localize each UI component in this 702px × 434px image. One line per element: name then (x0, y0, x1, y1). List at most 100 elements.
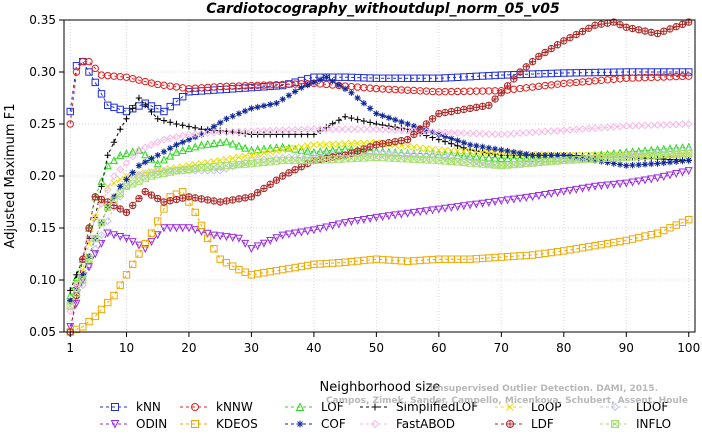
data-point (535, 52, 543, 61)
data-point (441, 128, 450, 137)
data-point (454, 147, 462, 155)
data-point (247, 245, 256, 254)
data-point (222, 161, 231, 170)
data-point (422, 120, 431, 128)
data-point (197, 163, 206, 172)
data-point (66, 120, 74, 128)
data-point (334, 220, 343, 229)
data-point (253, 242, 262, 251)
data-point (373, 110, 380, 117)
data-point (329, 77, 336, 85)
data-point (254, 150, 262, 158)
y-tick-label: 0.35 (29, 13, 56, 27)
legend-label: KDEOS (216, 417, 258, 431)
data-point (498, 146, 505, 154)
data-point (179, 187, 187, 196)
data-point (85, 255, 93, 263)
data-point (247, 151, 255, 159)
data-point (260, 126, 268, 135)
series-line-loop (69, 142, 689, 301)
data-point (391, 211, 400, 220)
data-point (123, 115, 130, 122)
data-point (391, 126, 400, 135)
data-point (347, 218, 356, 227)
data-point (203, 234, 212, 243)
data-point (147, 172, 156, 180)
data-point (566, 125, 574, 134)
data-point (641, 176, 650, 185)
data-point (247, 159, 256, 168)
watermark-line-2: Campos, Zimek, Sander, Campello, Micenko… (326, 396, 688, 406)
data-point (685, 157, 692, 164)
data-point (660, 27, 668, 35)
data-point (123, 176, 130, 183)
data-point (422, 144, 430, 153)
data-point (229, 113, 236, 120)
data-point (154, 194, 162, 203)
data-point (91, 64, 99, 73)
data-point (97, 219, 106, 227)
data-point (422, 127, 431, 136)
data-point (203, 163, 212, 171)
data-point (304, 142, 312, 150)
data-point (547, 127, 556, 135)
data-point (428, 151, 437, 159)
data-point (398, 118, 405, 126)
data-point (429, 145, 437, 153)
data-point (85, 235, 93, 242)
data-point (453, 106, 462, 115)
data-point (104, 203, 112, 211)
data-point (659, 120, 668, 129)
data-point (541, 158, 549, 166)
data-point (185, 193, 193, 201)
watermark-line-1: Unsupervised Outlier Detection. DAMI, 20… (430, 384, 658, 394)
data-point (404, 142, 412, 150)
data-point (491, 130, 499, 139)
data-point (260, 158, 268, 166)
data-point (434, 205, 443, 214)
data-point (285, 92, 293, 99)
data-point (179, 122, 186, 129)
data-point (685, 149, 693, 157)
data-point (260, 184, 268, 193)
data-point (135, 162, 143, 169)
data-point (659, 144, 668, 153)
data-point (572, 185, 581, 194)
data-point (448, 135, 455, 142)
data-point (72, 289, 81, 297)
data-point (191, 124, 199, 132)
data-point (647, 28, 655, 36)
data-point (216, 128, 225, 137)
data-point (297, 125, 306, 134)
data-point (104, 152, 111, 159)
data-point (297, 152, 306, 161)
data-point (85, 68, 93, 76)
data-point (253, 145, 262, 154)
data-point (241, 143, 250, 152)
data-point (653, 145, 662, 154)
data-point (597, 182, 606, 191)
data-point (322, 140, 330, 148)
data-point (203, 229, 212, 238)
data-point (191, 130, 200, 138)
data-point (117, 126, 124, 133)
data-point (209, 231, 218, 240)
data-point (141, 169, 150, 178)
data-point (541, 48, 549, 57)
data-point (323, 74, 330, 81)
data-point (241, 130, 249, 137)
data-point (134, 241, 143, 250)
data-point (666, 120, 674, 129)
data-point (635, 161, 642, 168)
data-point (648, 160, 655, 168)
data-point (272, 147, 280, 155)
data-point (154, 152, 161, 159)
data-point (259, 239, 268, 248)
data-point (347, 139, 355, 148)
data-point (585, 24, 593, 32)
data-point (141, 245, 150, 254)
data-point (554, 152, 561, 159)
data-point (260, 149, 268, 157)
data-point (103, 229, 112, 238)
